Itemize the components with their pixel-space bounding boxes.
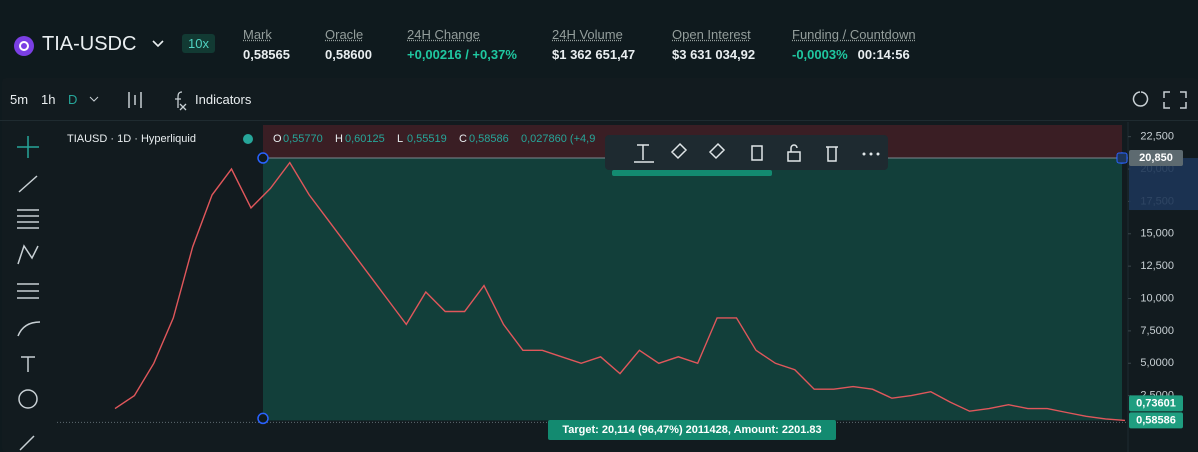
stat-text: 0,58565 bbox=[243, 47, 290, 62]
y-tick-label: 12,500 bbox=[1140, 260, 1174, 272]
stat-value: -0,0003% 00:14:56 bbox=[792, 47, 916, 62]
price-line-series bbox=[114, 161, 1126, 422]
dropdown[interactable] bbox=[150, 37, 166, 51]
price-tag-label: 20,850 bbox=[1139, 152, 1173, 164]
stat-text: 0,58600 bbox=[325, 47, 372, 62]
price-tag-label: 0,58586 bbox=[1136, 414, 1176, 426]
stat: Oracle 0,58600 bbox=[325, 27, 372, 62]
toolbar-icons bbox=[634, 142, 838, 163]
y-tick-label: 10,000 bbox=[1140, 292, 1174, 304]
ohlc-value: 0,58586 bbox=[469, 133, 509, 145]
interval[interactable]: D bbox=[68, 92, 78, 107]
stat-label: 24H Change bbox=[407, 27, 480, 42]
coin-icon bbox=[14, 36, 34, 56]
toolbar-underline bbox=[612, 170, 772, 176]
y-tick-label: 7,5000 bbox=[1140, 325, 1174, 337]
stat: Mark 0,58565 bbox=[243, 27, 290, 62]
stat-label: Mark bbox=[243, 27, 272, 42]
stat-label: Open Interest bbox=[672, 27, 751, 42]
stat-value: +0,00216 / +0,37% bbox=[407, 47, 517, 62]
status-dot bbox=[243, 134, 253, 144]
ohlc-key: H bbox=[335, 133, 343, 145]
y-tick-label: 5,0000 bbox=[1140, 357, 1174, 369]
stat-text: -0,0003% bbox=[792, 47, 848, 62]
stat-text: $1 362 651,47 bbox=[552, 47, 636, 62]
price-tag bbox=[1129, 150, 1183, 167]
handle bbox=[1116, 152, 1128, 164]
more-dot bbox=[876, 152, 880, 156]
y-tick-label: 15,000 bbox=[1140, 228, 1174, 240]
target-label: Target: 20,114 (96,47%) 2011428, Amount:… bbox=[562, 424, 821, 436]
price-tag bbox=[1129, 395, 1183, 412]
chevron bbox=[89, 96, 99, 102]
divider bbox=[0, 120, 1198, 121]
interval[interactable]: 1h bbox=[41, 92, 56, 107]
stat-value: $1 362 651,47 bbox=[552, 47, 635, 62]
more-dot bbox=[869, 152, 873, 156]
price-tag-label: 0,73601 bbox=[1136, 397, 1176, 409]
header: TIA-USDC 10x Mark 0,58565 Oracle 0,58600 24H… bbox=[0, 0, 1198, 70]
countdown: 00:14:56 bbox=[857, 47, 910, 62]
stat: Open Interest $3 631 034,92 bbox=[672, 27, 755, 62]
ohlc-key: O bbox=[273, 133, 282, 145]
y-tick-label: 22,500 bbox=[1140, 131, 1174, 143]
interval[interactable]: 5m bbox=[10, 92, 29, 107]
change: 0,027860 (+4,9 bbox=[521, 133, 595, 145]
pair[interactable]: TIA-USDC bbox=[42, 33, 137, 55]
leverage[interactable]: 10x bbox=[182, 34, 215, 53]
target-box bbox=[548, 420, 836, 440]
profit-zone bbox=[263, 158, 1122, 421]
stat-label: Oracle bbox=[325, 27, 364, 42]
ohlc-value: 0,55770 bbox=[283, 133, 323, 145]
stat-text: +0,00216 / +0,37% bbox=[407, 47, 517, 62]
stat-value: 0,58565 bbox=[243, 47, 290, 62]
ohlc-value: 0,55519 bbox=[407, 133, 447, 145]
handle bbox=[257, 152, 269, 164]
stat: 24H Volume $1 362 651,47 bbox=[552, 27, 635, 62]
stat-label: 24H Volume bbox=[552, 27, 623, 42]
drawing-tools[interactable] bbox=[17, 91, 1187, 451]
stat-value: 0,58600 bbox=[325, 47, 372, 62]
floating-toolbar bbox=[605, 135, 888, 170]
indicators-button[interactable]: Indicators bbox=[195, 92, 252, 107]
more-dot bbox=[862, 152, 866, 156]
stat-text: $3 631 034,92 bbox=[672, 47, 756, 62]
stat: 24H Change +0,00216 / +0,37% bbox=[407, 27, 517, 62]
ohlc-key: C bbox=[459, 133, 467, 145]
axis-highlight bbox=[1129, 158, 1198, 211]
ohlc-value: 0,60125 bbox=[345, 133, 385, 145]
ohlc-key: L bbox=[397, 133, 403, 145]
handle bbox=[257, 412, 269, 425]
price-tag bbox=[1129, 412, 1183, 429]
stat: Funding / Countdown -0,0003% 00:14:56 bbox=[792, 27, 916, 62]
symbol: TIAUSD · 1D · Hyperliquid bbox=[67, 133, 196, 145]
fx-icon bbox=[175, 91, 187, 111]
stat-label: Funding / Countdown bbox=[792, 27, 916, 42]
stat-value: $3 631 034,92 bbox=[672, 47, 755, 62]
